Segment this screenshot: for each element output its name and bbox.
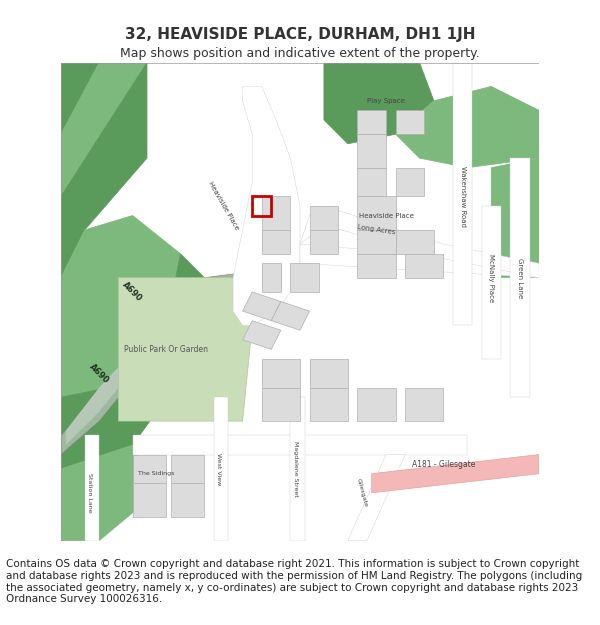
Polygon shape [61, 62, 99, 134]
Text: West View: West View [216, 452, 221, 485]
Polygon shape [358, 110, 386, 134]
Polygon shape [358, 254, 395, 278]
Polygon shape [395, 110, 424, 134]
Text: Green Lane: Green Lane [517, 258, 523, 298]
Polygon shape [61, 62, 147, 278]
Text: A690: A690 [121, 281, 144, 304]
Polygon shape [358, 388, 395, 421]
Polygon shape [118, 278, 252, 421]
Polygon shape [405, 388, 443, 421]
Polygon shape [262, 196, 290, 230]
Polygon shape [324, 62, 434, 144]
Polygon shape [133, 483, 166, 517]
Text: Gilesgate: Gilesgate [356, 478, 368, 508]
Polygon shape [271, 301, 310, 330]
Text: Play Space: Play Space [367, 98, 405, 104]
Polygon shape [300, 244, 539, 278]
Polygon shape [310, 388, 348, 421]
Text: Wakenshaw Road: Wakenshaw Road [460, 166, 466, 227]
Polygon shape [348, 454, 405, 541]
Polygon shape [262, 263, 281, 292]
Polygon shape [171, 483, 205, 517]
Polygon shape [262, 230, 290, 254]
Text: A181 - Gilesgate: A181 - Gilesgate [412, 459, 475, 469]
Text: McNally Place: McNally Place [488, 254, 494, 302]
Polygon shape [358, 134, 386, 168]
Polygon shape [482, 206, 501, 359]
Polygon shape [61, 445, 157, 541]
Polygon shape [395, 168, 424, 196]
Polygon shape [511, 158, 530, 398]
Text: 32, HEAVISIDE PLACE, DURHAM, DH1 1JH: 32, HEAVISIDE PLACE, DURHAM, DH1 1JH [125, 27, 475, 42]
Text: Long Acres: Long Acres [357, 224, 396, 236]
Text: Public Park Or Garden: Public Park Or Garden [124, 345, 208, 354]
Text: Heaviside Place: Heaviside Place [207, 181, 240, 231]
Polygon shape [61, 254, 205, 469]
Polygon shape [290, 263, 319, 292]
Polygon shape [214, 398, 228, 541]
Polygon shape [405, 254, 443, 278]
Polygon shape [242, 321, 281, 349]
Polygon shape [310, 359, 348, 388]
Polygon shape [300, 206, 539, 278]
Polygon shape [358, 230, 395, 254]
Text: Magdalene Street: Magdalene Street [293, 441, 298, 497]
Polygon shape [290, 398, 305, 541]
Polygon shape [61, 216, 181, 398]
Text: The Sidings: The Sidings [139, 471, 175, 476]
Polygon shape [491, 158, 539, 278]
Polygon shape [242, 292, 281, 321]
Polygon shape [262, 388, 300, 421]
Polygon shape [233, 86, 300, 326]
Polygon shape [358, 196, 395, 230]
Polygon shape [262, 359, 300, 388]
Polygon shape [358, 168, 386, 196]
Text: Station Lane: Station Lane [87, 473, 92, 512]
Polygon shape [310, 230, 338, 254]
Polygon shape [310, 206, 338, 230]
Polygon shape [171, 454, 205, 483]
Text: Map shows position and indicative extent of the property.: Map shows position and indicative extent… [120, 47, 480, 59]
Polygon shape [395, 86, 539, 168]
Polygon shape [85, 436, 99, 541]
Text: Contains OS data © Crown copyright and database right 2021. This information is : Contains OS data © Crown copyright and d… [6, 559, 582, 604]
Polygon shape [372, 454, 539, 493]
Polygon shape [133, 436, 467, 454]
Polygon shape [61, 62, 147, 196]
Text: A690: A690 [88, 362, 111, 385]
Polygon shape [395, 230, 434, 254]
Polygon shape [453, 62, 472, 326]
Text: Heaviside Place: Heaviside Place [359, 213, 413, 219]
Polygon shape [133, 454, 166, 483]
Polygon shape [66, 278, 238, 445]
Polygon shape [61, 273, 252, 454]
